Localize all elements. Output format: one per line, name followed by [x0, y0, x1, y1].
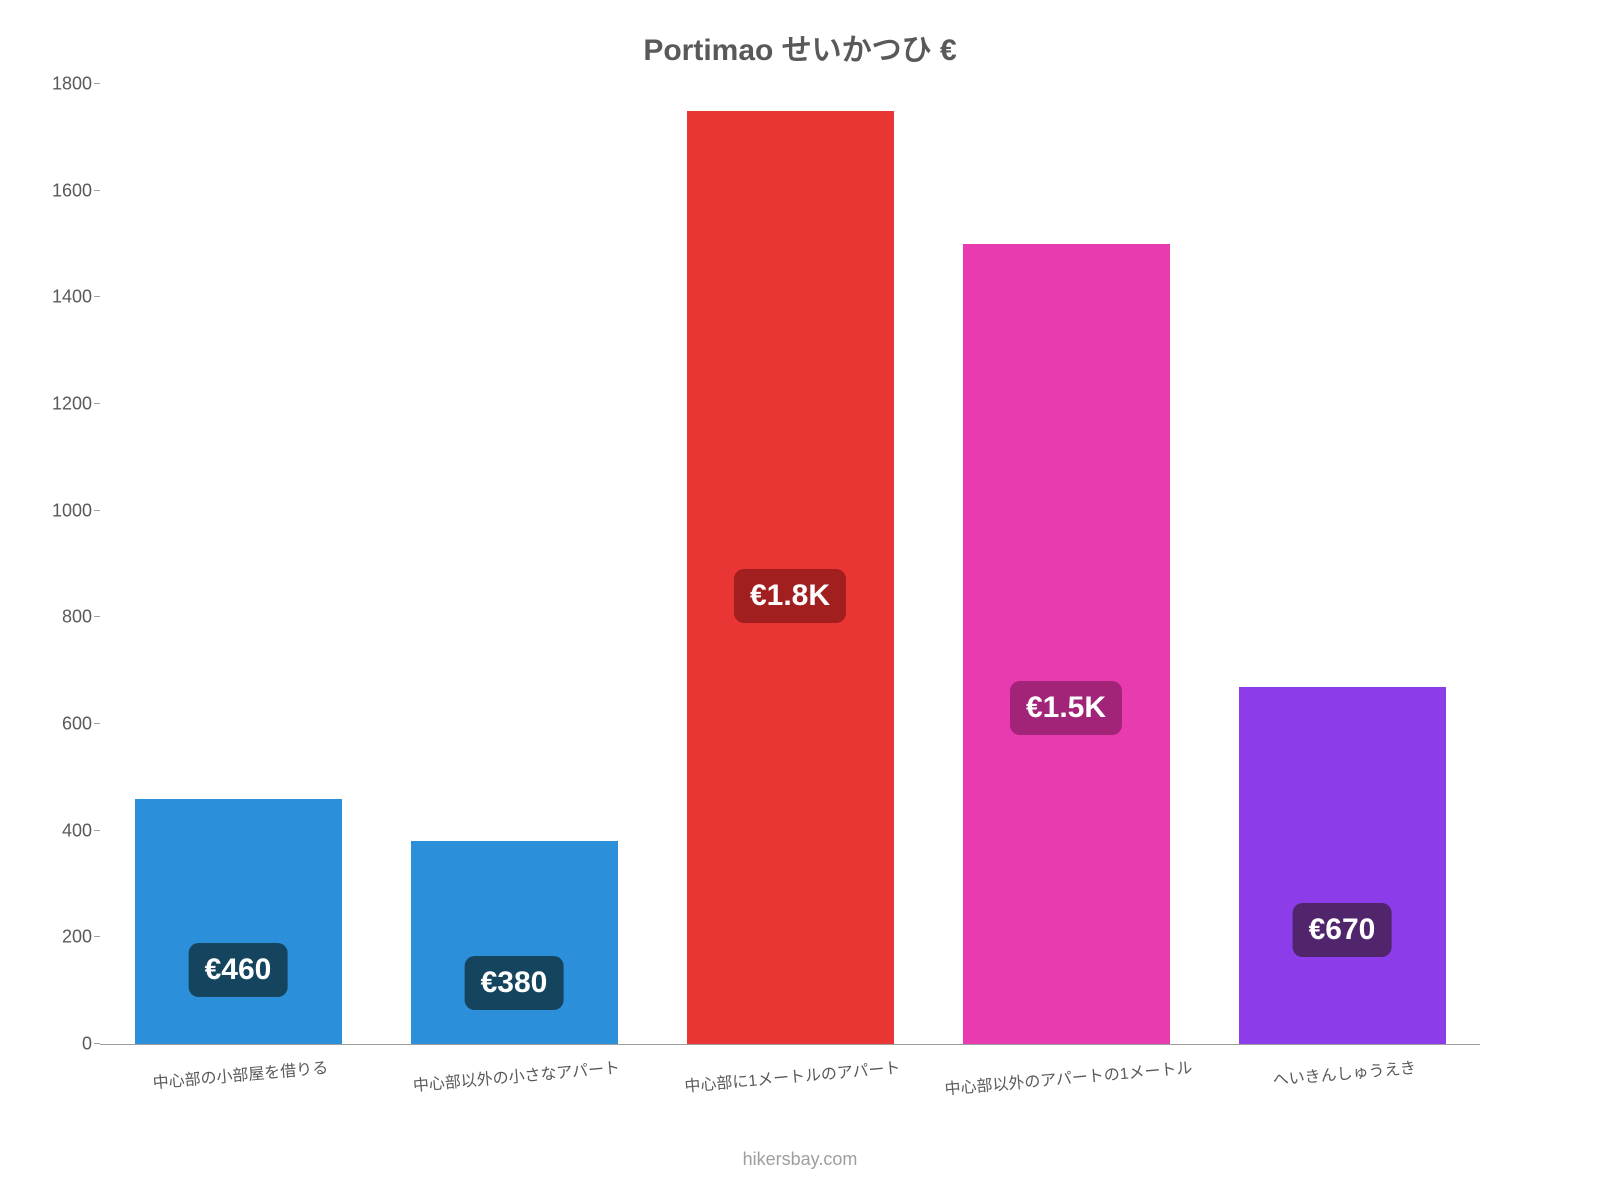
y-tick-label: 1600 [52, 180, 92, 201]
y-tick-mark [94, 830, 100, 831]
y-tick-mark [94, 190, 100, 191]
value-badge: €670 [1293, 903, 1392, 957]
y-tick-label: 1800 [52, 74, 92, 95]
bar: €670 [1239, 687, 1446, 1044]
y-tick-label: 800 [62, 607, 92, 628]
value-badge: €380 [465, 956, 564, 1010]
y-tick-mark [94, 510, 100, 511]
y-tick-mark [94, 936, 100, 937]
y-tick-label: 1200 [52, 394, 92, 415]
chart-title: Portimao せいかつひ € [0, 25, 1600, 69]
y-tick-mark [94, 296, 100, 297]
bar: €1.8K [687, 111, 894, 1044]
value-badge: €1.5K [1010, 681, 1122, 735]
y-tick-label: 600 [62, 714, 92, 735]
y-tick-label: 200 [62, 927, 92, 948]
y-tick-mark [94, 403, 100, 404]
chart-container: Portimao せいかつひ € 02004006008001000120014… [0, 0, 1600, 1200]
y-tick-label: 400 [62, 820, 92, 841]
plot-area: 020040060080010001200140016001800€460中心部… [100, 85, 1480, 1045]
y-tick-mark [94, 723, 100, 724]
value-badge: €1.8K [734, 569, 846, 623]
y-tick-label: 1400 [52, 287, 92, 308]
y-tick-label: 0 [82, 1034, 92, 1055]
y-tick-mark [94, 616, 100, 617]
y-tick-label: 1000 [52, 500, 92, 521]
x-category-label: 中心部に1メートルのアパート [683, 1044, 902, 1097]
footer-attribution: hikersbay.com [0, 1149, 1600, 1170]
bar: €460 [135, 799, 342, 1044]
value-badge: €460 [189, 943, 288, 997]
y-tick-mark [94, 83, 100, 84]
x-category-label: 中心部以外のアパートの1メートル [943, 1044, 1194, 1100]
bar: €1.5K [963, 244, 1170, 1044]
x-category-label: 中心部以外の小さなアパート [411, 1044, 621, 1096]
x-category-label: 中心部の小部屋を借りる [151, 1044, 329, 1093]
bar: €380 [411, 841, 618, 1044]
y-tick-mark [94, 1043, 100, 1044]
x-category-label: へいきんしゅうえき [1271, 1044, 1417, 1090]
